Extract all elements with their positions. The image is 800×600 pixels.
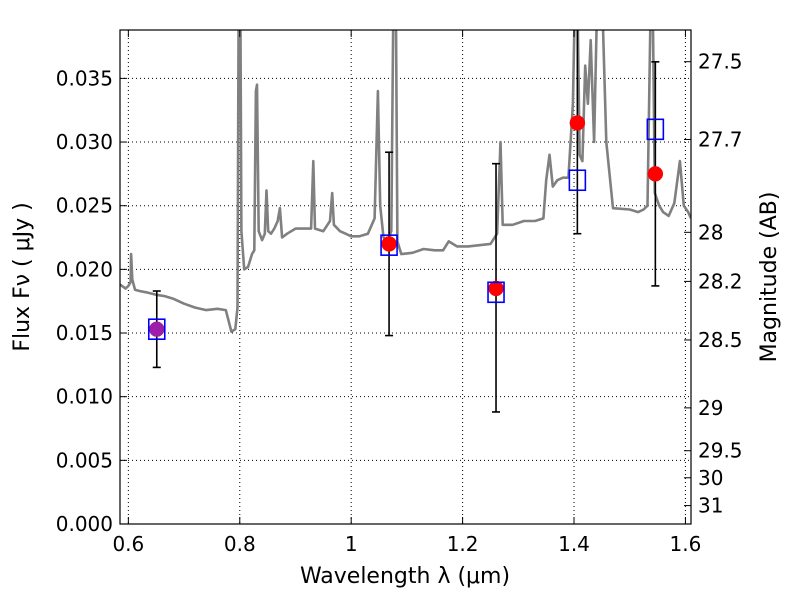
y-tick-label: 0.030 [56,130,113,154]
model-photometry-layer [147,118,665,341]
x-tick-label: 0.6 [112,532,144,556]
plot-frame [119,29,692,525]
y-tick-label: 0.035 [56,66,113,90]
model-photometry-square [568,169,587,192]
y-axis-label: Flux Fν ( μJy ) [10,202,35,351]
model-photometry-square [487,281,505,304]
observed-point [488,280,504,297]
y-tick-label: 0.015 [56,321,113,345]
model-photometry-square [380,234,398,256]
y-tick-label: 0.010 [56,385,113,409]
y2-tick-label: 28 [698,220,723,244]
y2-axis-label: Magnitude (AB) [757,192,782,363]
y2-tick-label: 28.5 [698,328,743,352]
x-tick-label: 1 [345,532,358,556]
model-spectrum-layer [120,30,691,334]
x-tick-label: 1.4 [558,532,590,556]
observed-point [381,236,397,252]
y2-tick-label: 27.7 [698,127,743,151]
y2-axis-ticks: 27.5 27.7 28 28.2 28.5 29 29.5 30 31 [684,50,743,518]
observed-point [149,321,165,337]
y2-tick-label: 31 [698,494,723,518]
y-tick-label: 0.025 [56,194,113,218]
y2-tick-label: 29.5 [698,439,743,463]
x-tick-label: 1.6 [670,532,702,556]
y-tick-label: 0.000 [56,512,113,536]
y2-tick-label: 29 [698,396,723,420]
observed-point [647,166,664,182]
y2-tick-label: 30 [698,466,723,490]
x-tick-label: 1.2 [447,532,479,556]
x-tick-label: 0.8 [224,532,256,556]
y2-tick-label: 27.5 [698,50,743,74]
y-axis-ticks: 0.000 0.005 0.010 0.015 0.020 0.025 0.030 0.035 [56,66,127,536]
x-axis-ticks: 0.6 0.8 1 1.2 1.4 1.6 [112,30,701,556]
model-photometry-square [646,118,665,141]
y-tick-label: 0.020 [56,257,113,281]
y2-tick-label: 28.2 [698,269,743,293]
model-photometry-square [147,318,166,341]
model-spectrum-line [120,30,691,334]
x-axis-label: Wavelength λ (μm) [300,564,510,589]
y-tick-label: 0.005 [56,448,113,472]
observed-point [569,115,586,131]
